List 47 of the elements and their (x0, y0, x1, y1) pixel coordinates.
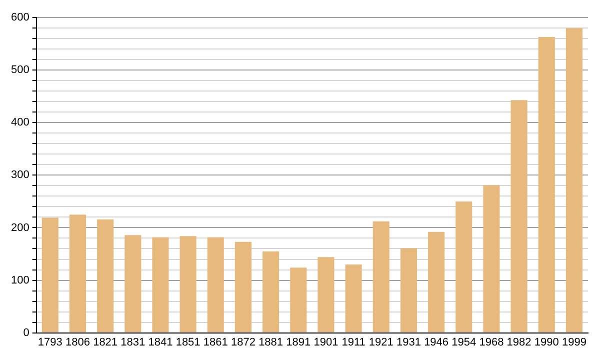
x-tick-label: 1793 (38, 336, 62, 348)
bar (97, 219, 114, 332)
bar (372, 221, 390, 332)
bar (538, 37, 555, 332)
x-tick-label: 1861 (203, 336, 228, 348)
x-tick-label: 1999 (562, 336, 586, 348)
bar (152, 237, 169, 332)
bar (262, 251, 280, 332)
bar (400, 248, 417, 332)
bar (318, 257, 334, 332)
bar (483, 185, 500, 332)
bar (69, 214, 86, 332)
x-tick-label: 1901 (314, 336, 338, 348)
x-tick-label: 1982 (506, 336, 532, 348)
bar (510, 100, 528, 332)
y-tick-label: 200 (10, 222, 30, 234)
x-tick-label: 1968 (479, 336, 504, 348)
y-tick-label: 100 (10, 274, 30, 286)
x-tick-label: 1921 (368, 336, 394, 348)
x-tick-label: 1841 (148, 336, 173, 348)
bar (428, 232, 445, 332)
bar (290, 268, 307, 332)
x-tick-label: 1851 (176, 336, 200, 348)
x-tick-label: 1821 (93, 336, 118, 348)
y-tick-label: 400 (10, 116, 30, 129)
x-tick-label: 1990 (534, 336, 559, 348)
x-tick-label: 1881 (258, 336, 284, 348)
x-tick-label: 1831 (120, 336, 146, 348)
x-tick-label: 1954 (452, 336, 476, 348)
y-tick-label: 500 (10, 64, 30, 76)
bar (345, 264, 362, 332)
x-tick-label: 1946 (424, 336, 449, 348)
x-tick-label: 1806 (65, 336, 90, 348)
bar (42, 218, 58, 332)
bar (180, 236, 196, 332)
x-tick-label: 1931 (396, 336, 421, 348)
y-tick-label: 600 (10, 12, 30, 24)
bar (124, 235, 142, 332)
x-tick-label: 1891 (286, 336, 311, 348)
bar (456, 201, 472, 332)
y-tick-label: 0 (23, 326, 30, 339)
x-tick-label: 1872 (230, 336, 256, 348)
bar (566, 28, 582, 332)
x-tick-label: 1911 (342, 336, 366, 348)
bar (234, 242, 252, 332)
bar (207, 237, 224, 332)
y-tick-label: 300 (10, 169, 30, 182)
